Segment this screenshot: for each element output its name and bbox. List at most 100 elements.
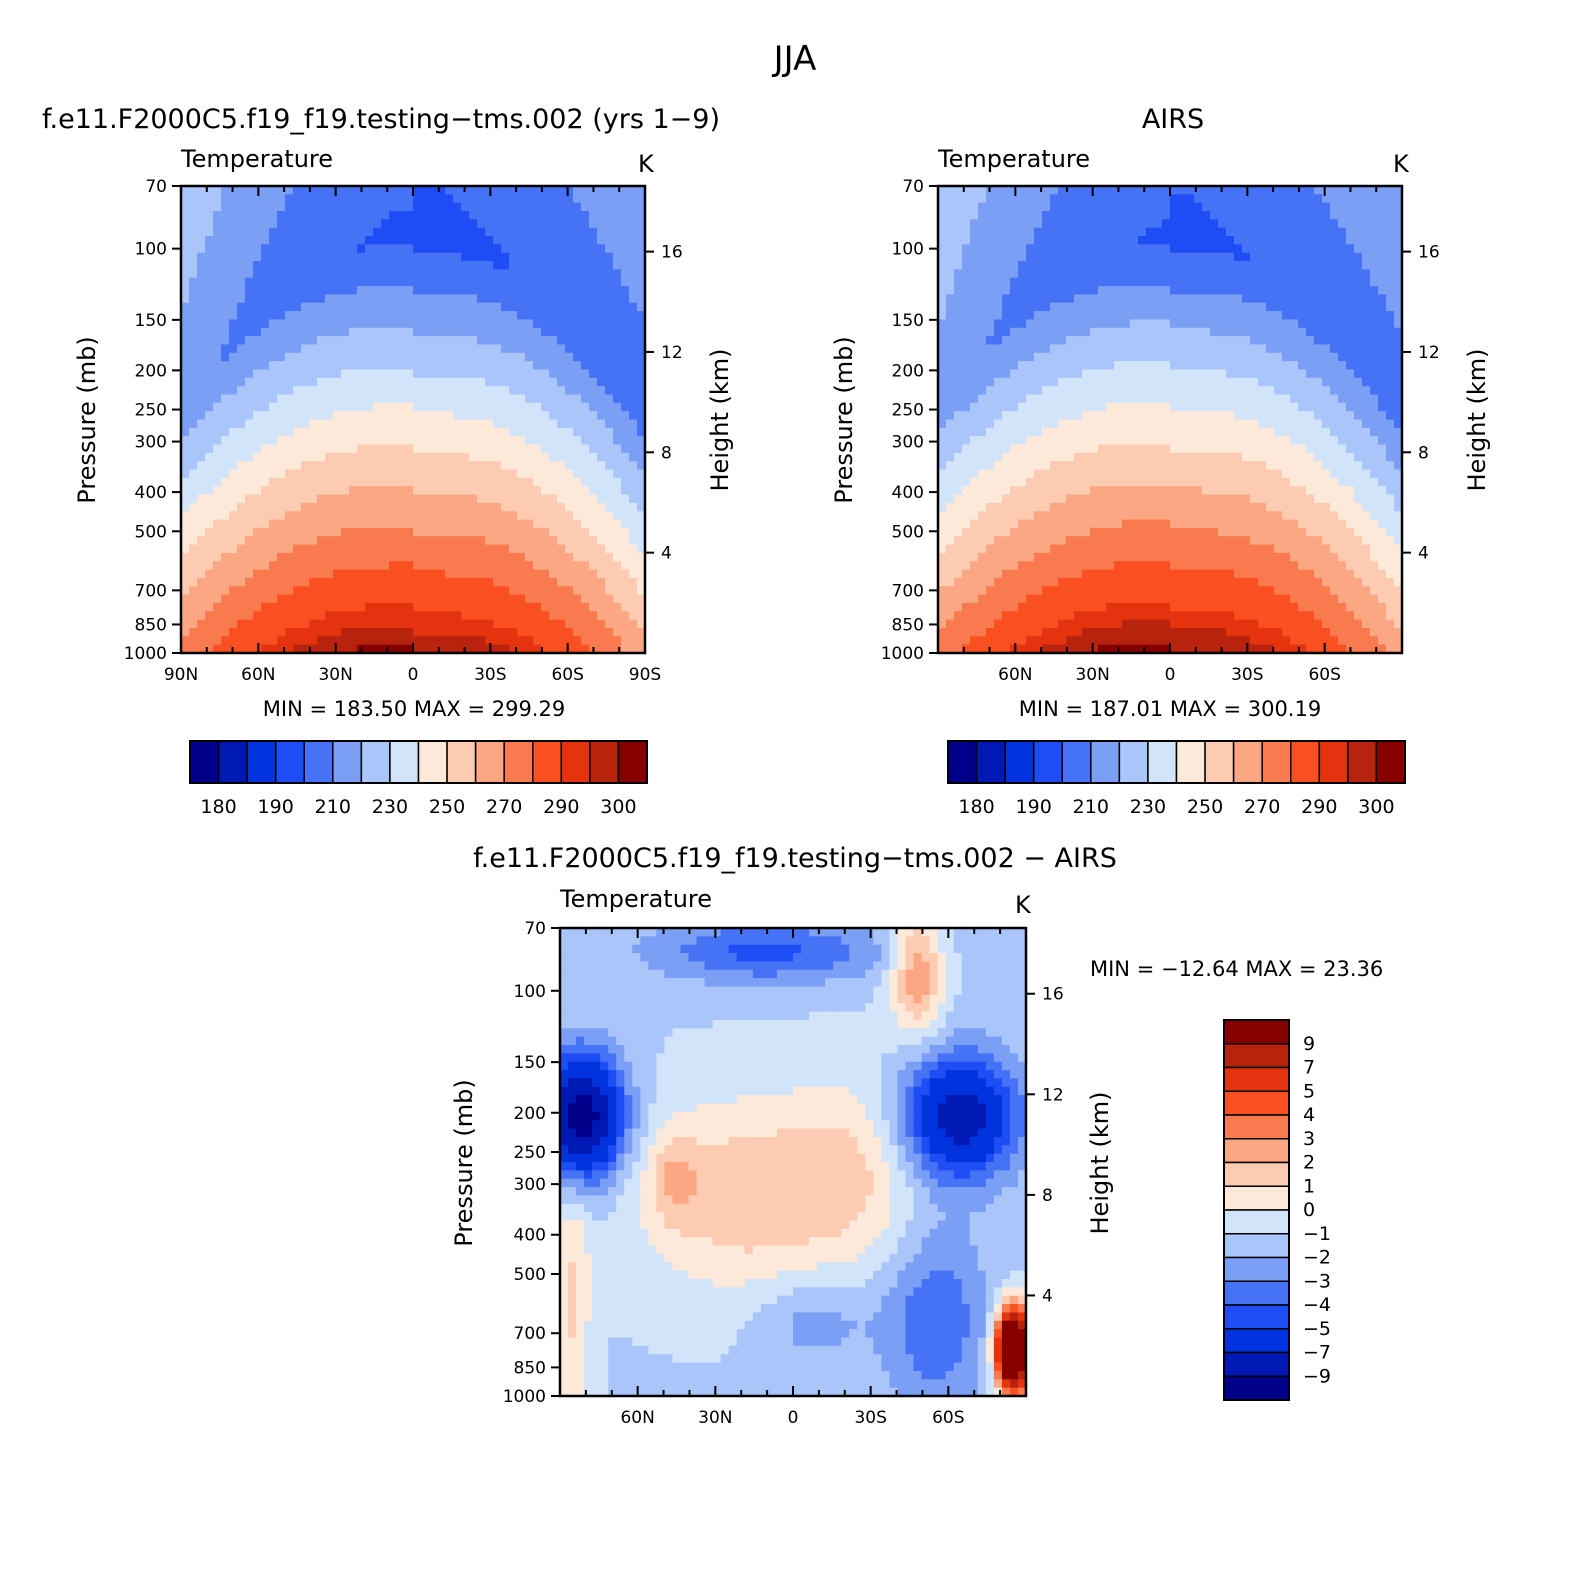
field-cell — [978, 236, 987, 245]
field-cell — [197, 602, 206, 612]
field-cell — [189, 569, 198, 579]
field-cell — [1026, 369, 1035, 379]
field-cell — [453, 244, 462, 254]
field-cell — [1114, 369, 1123, 379]
field-cell — [1066, 319, 1075, 329]
field-cell — [429, 561, 438, 571]
field-cell — [269, 519, 278, 529]
field-cell — [333, 427, 342, 437]
field-cell — [501, 411, 510, 421]
field-cell — [541, 261, 550, 270]
field-cell — [293, 186, 302, 195]
field-cell — [485, 402, 494, 412]
field-cell — [293, 636, 302, 646]
field-cell — [541, 236, 550, 245]
field-cell — [1066, 269, 1075, 279]
field-cell — [245, 502, 254, 512]
field-cell — [413, 236, 422, 245]
field-cell — [397, 594, 406, 604]
field-cell — [1162, 219, 1171, 229]
field-cell — [613, 277, 622, 287]
field-cell — [1106, 336, 1115, 346]
field-cell — [469, 519, 478, 529]
field-cell — [1314, 411, 1323, 421]
field-cell — [1322, 236, 1331, 245]
field-cell — [325, 494, 334, 504]
field-cell — [605, 494, 614, 504]
field-cell — [1042, 344, 1051, 354]
field-cell — [1114, 227, 1123, 237]
field-cell — [389, 561, 398, 571]
field-cell — [1170, 311, 1179, 321]
field-cell — [1354, 344, 1363, 354]
field-cell — [357, 586, 366, 596]
field-cell — [629, 286, 638, 296]
field-cell — [1146, 269, 1155, 279]
field-cell — [637, 636, 646, 646]
field-cell — [365, 494, 374, 504]
field-cell — [1034, 186, 1043, 195]
field-cell — [325, 502, 334, 512]
field-cell — [453, 386, 462, 396]
field-cell — [637, 244, 646, 254]
field-cell — [1058, 236, 1067, 245]
field-cell — [589, 219, 598, 229]
field-cell — [389, 436, 398, 446]
field-cell — [317, 502, 326, 512]
field-cell — [938, 186, 947, 195]
field-cell — [517, 477, 526, 487]
field-cell — [1378, 252, 1387, 262]
field-cell — [357, 577, 366, 587]
field-cell — [341, 269, 350, 279]
field-cell — [589, 327, 598, 337]
field-cell — [277, 461, 286, 471]
field-cell — [1290, 269, 1299, 279]
field-cell — [946, 236, 955, 245]
field-cell — [541, 336, 550, 346]
field-cell — [197, 261, 206, 270]
field-cell — [333, 536, 342, 546]
field-cell — [1010, 327, 1019, 337]
field-cell — [517, 336, 526, 346]
field-cell — [397, 219, 406, 229]
field-cell — [589, 252, 598, 262]
field-cell — [197, 536, 206, 546]
field-cell — [1322, 252, 1331, 262]
field-cell — [938, 327, 947, 337]
field-cell — [357, 561, 366, 571]
field-cell — [229, 194, 238, 204]
field-cell — [477, 502, 486, 512]
field-cell — [277, 344, 286, 354]
field-cell — [565, 394, 574, 404]
field-cell — [405, 227, 414, 237]
field-cell — [1218, 327, 1227, 337]
field-cell — [333, 269, 342, 279]
field-cell — [413, 319, 422, 329]
field-cell — [349, 444, 358, 454]
field-cell — [309, 586, 318, 596]
field-cell — [509, 627, 518, 637]
field-cell — [389, 244, 398, 254]
field-cell — [573, 527, 582, 537]
field-cell — [597, 269, 606, 279]
field-cell — [1394, 394, 1403, 404]
field-cell — [269, 569, 278, 579]
field-cell — [1282, 386, 1291, 396]
field-cell — [1250, 194, 1259, 204]
field-cell — [1010, 377, 1019, 387]
field-cell — [978, 286, 987, 296]
field-cell — [437, 452, 446, 462]
field-cell — [357, 369, 366, 379]
field-cell — [1226, 336, 1235, 346]
field-cell — [1218, 411, 1227, 421]
field-cell — [565, 611, 574, 621]
field-cell — [269, 311, 278, 321]
field-cell — [1202, 236, 1211, 245]
field-cell — [1018, 402, 1027, 412]
field-cell — [1178, 377, 1187, 387]
field-cell — [597, 627, 606, 637]
field-cell — [1306, 202, 1315, 212]
field-cell — [1330, 286, 1339, 296]
field-cell — [397, 552, 406, 562]
field-cell — [1242, 394, 1251, 404]
